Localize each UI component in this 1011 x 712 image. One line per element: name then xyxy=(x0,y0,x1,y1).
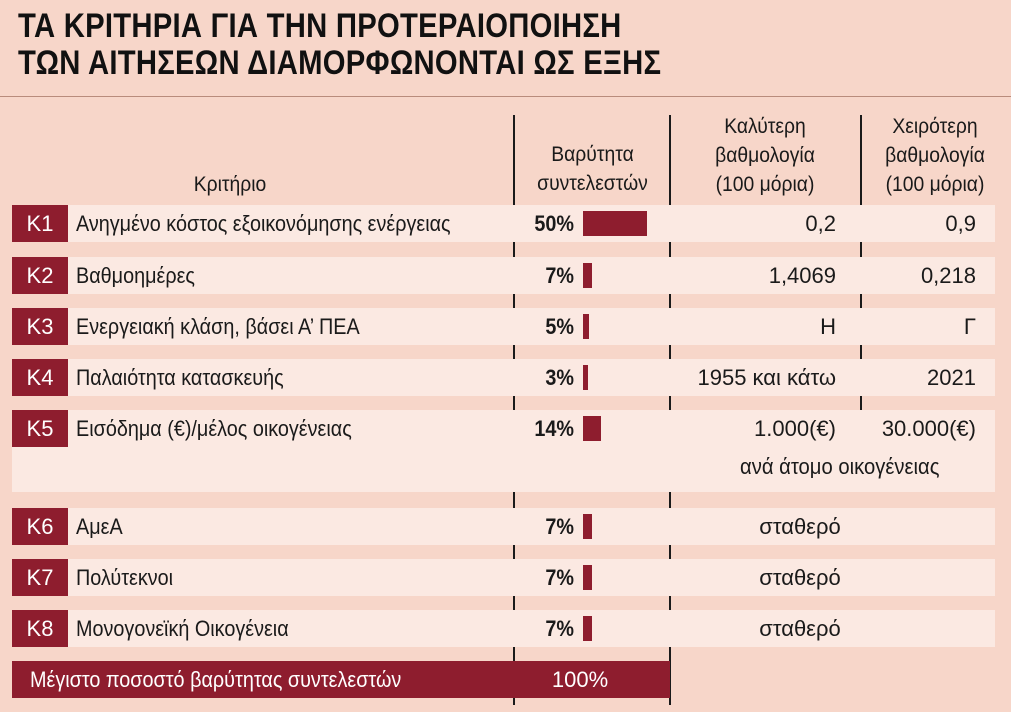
title-line-2: ΤΩΝ ΑΙΤΗΣΕΩΝ ΔΙΑΜΟΡΦΩΝΟΝΤΑΙ ΩΣ ΕΞΗΣ xyxy=(18,44,662,82)
row-best: 1.000(€) xyxy=(754,416,836,441)
weight-bar xyxy=(583,514,592,539)
row-worst: 0,9 xyxy=(945,211,976,236)
title-line-1: ΤΑ ΚΡΙΤΗΡΙΑ ΓΙΑ ΤΗΝ ΠΡΟΤΕΡΑΙΟΠΟΙΗΣΗ xyxy=(18,7,622,45)
row-band-k2 xyxy=(12,257,995,294)
row-code: K4 xyxy=(12,359,68,396)
row-fixed: σταθερό xyxy=(759,514,841,539)
row-code: K7 xyxy=(12,559,68,596)
weight-bar xyxy=(583,314,589,339)
row-band-k7 xyxy=(12,559,995,596)
row-worst: Γ xyxy=(963,314,976,339)
row-weight: 50% xyxy=(534,211,574,236)
row-code: K2 xyxy=(12,257,68,294)
header-weight-line-2: συντελεστών xyxy=(537,172,648,195)
row-weight: 14% xyxy=(534,416,574,441)
header-weight-line-1: Βαρύτητα xyxy=(551,143,634,166)
header-weight: Βαρύτητα συντελεστών xyxy=(521,140,664,198)
row-label: Ανηγμένο κόστος εξοικονόμησης ενέργειας xyxy=(76,211,451,236)
row-label: Βαθμοημέρες xyxy=(76,263,195,288)
header-best-line-2: βαθμολογία xyxy=(715,144,815,167)
row-worst: 2021 xyxy=(927,365,976,390)
header-criterion: Κριτήριο xyxy=(193,173,267,196)
header-worst-line-3: (100 μόρια) xyxy=(885,173,985,196)
row-note: ανά άτομο οικογένειας xyxy=(740,454,940,479)
row-code: K5 xyxy=(12,410,68,447)
title-divider xyxy=(0,96,1011,97)
row-fixed: σταθερό xyxy=(759,565,841,590)
row-band-k5 xyxy=(12,410,995,492)
header-best-line-3: (100 μόρια) xyxy=(715,173,815,196)
row-label: Παλαιότητα κατασκευής xyxy=(76,365,284,390)
header-best: Καλύτερη βαθμολογία (100 μόρια) xyxy=(679,112,850,199)
row-weight: 5% xyxy=(545,314,574,339)
row-best: 1955 και κάτω xyxy=(697,365,836,390)
header-worst: Χειρότερη βαθμολογία (100 μόρια) xyxy=(871,112,1000,199)
row-best: 0,2 xyxy=(805,211,836,236)
row-band-k8 xyxy=(12,610,995,647)
row-best: 1,4069 xyxy=(768,263,836,288)
header-worst-line-1: Χειρότερη xyxy=(892,115,978,138)
header-best-line-1: Καλύτερη xyxy=(724,115,806,138)
row-code: K6 xyxy=(12,508,68,545)
weight-bar xyxy=(583,211,647,236)
weight-bar xyxy=(583,616,592,641)
row-code: K1 xyxy=(12,205,68,242)
row-label: Πολύτεκνοι xyxy=(76,565,174,590)
row-weight: 7% xyxy=(545,514,574,539)
weight-bar xyxy=(583,565,592,590)
row-label: Ενεργειακή κλάση, βάσει Α’ ΠΕΑ xyxy=(76,314,360,339)
row-weight: 7% xyxy=(545,565,574,590)
row-label: Εισόδημα (€)/μέλος οικογένειας xyxy=(76,416,352,441)
row-worst: 30.000(€) xyxy=(881,416,976,441)
row-label: ΑμεΑ xyxy=(76,514,123,539)
row-weight: 7% xyxy=(545,263,574,288)
row-weight: 7% xyxy=(545,616,574,641)
row-band-k4 xyxy=(12,359,995,396)
weight-bar xyxy=(583,365,588,390)
page-title: ΤΑ ΚΡΙΤΗΡΙΑ ΓΙΑ ΤΗΝ ΠΡΟΤΕΡΑΙΟΠΟΙΗΣΗ ΤΩΝ … xyxy=(18,8,661,82)
row-worst: 0,218 xyxy=(920,263,976,288)
row-best: Η xyxy=(820,314,836,339)
footer-label: Μέγιστο ποσοστό βαρύτητας συντελεστών xyxy=(30,667,402,692)
row-code: K8 xyxy=(12,610,68,647)
row-code: K3 xyxy=(12,308,68,345)
row-fixed: σταθερό xyxy=(759,616,841,641)
row-weight: 3% xyxy=(545,365,574,390)
header-worst-line-2: βαθμολογία xyxy=(885,144,985,167)
row-label: Μονογονεϊκή Οικογένεια xyxy=(76,616,289,641)
row-band-k6 xyxy=(12,508,995,545)
row-band-k1 xyxy=(12,205,995,242)
footer-bar xyxy=(12,661,670,698)
weight-bar xyxy=(583,263,592,288)
row-band-k3 xyxy=(12,308,995,345)
footer-total: 100% xyxy=(551,667,609,692)
weight-bar xyxy=(583,416,601,441)
